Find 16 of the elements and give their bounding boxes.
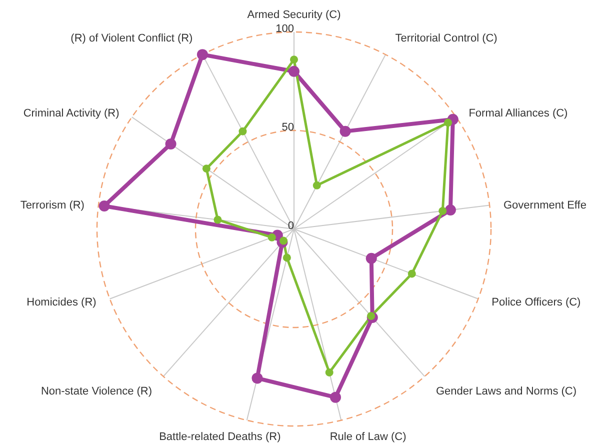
- spoke-label: (R) of Violent Conflict (R): [70, 32, 193, 44]
- spoke-label: Government Effe: [504, 199, 586, 212]
- spoke-label: Formal Alliances (C): [468, 108, 568, 120]
- y-tick-label: 100: [276, 23, 294, 35]
- spoke-label: Homicides (R): [26, 296, 96, 309]
- spoke-label: Gender Laws and Norms (C): [436, 385, 577, 398]
- spoke-label: Battle-related Deaths (R): [159, 431, 281, 444]
- spoke-label: Criminal Activity (R): [23, 108, 120, 120]
- spoke-label: Police Officers (C): [492, 296, 581, 309]
- spoke-label: Territorial Control (C): [395, 32, 498, 44]
- spoke-label: Armed Security (C): [247, 9, 341, 21]
- y-tick-label: 50: [282, 122, 294, 134]
- spoke-label: Rule of Law (C): [330, 431, 406, 444]
- spoke-label: Terrorism (R): [20, 199, 84, 212]
- y-tick-label: 0: [288, 220, 294, 232]
- spoke-label: Non-state Violence (R): [40, 385, 152, 398]
